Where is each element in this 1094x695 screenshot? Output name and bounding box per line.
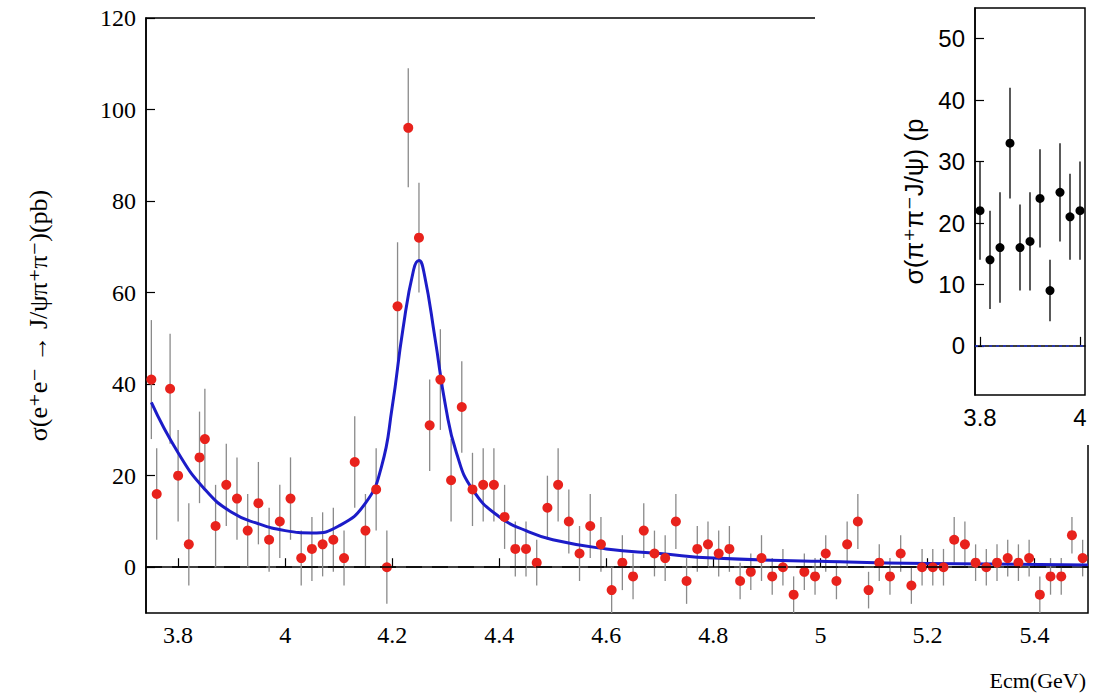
svg-text:4.6: 4.6 <box>591 622 621 648</box>
svg-text:4.2: 4.2 <box>377 622 407 648</box>
svg-text:20: 20 <box>938 210 965 237</box>
svg-text:5: 5 <box>814 622 826 648</box>
svg-text:4: 4 <box>279 622 291 648</box>
svg-text:5.2: 5.2 <box>912 622 942 648</box>
svg-text:40: 40 <box>112 371 136 397</box>
svg-text:40: 40 <box>938 87 965 114</box>
svg-text:0: 0 <box>124 554 136 580</box>
svg-text:5.4: 5.4 <box>1019 622 1049 648</box>
svg-text:σ(π⁺π⁻J/ψ) (p: σ(π⁺π⁻J/ψ) (p <box>899 119 929 285</box>
svg-text:100: 100 <box>100 97 136 123</box>
svg-text:σ(e⁺e⁻ → J/ψπ⁺π⁻)(pb): σ(e⁺e⁻ → J/ψπ⁺π⁻)(pb) <box>24 190 53 442</box>
svg-text:4.8: 4.8 <box>698 622 728 648</box>
svg-text:120: 120 <box>100 5 136 31</box>
svg-text:3.8: 3.8 <box>963 404 996 431</box>
svg-text:4.4: 4.4 <box>484 622 514 648</box>
svg-text:50: 50 <box>938 25 965 52</box>
svg-text:30: 30 <box>938 148 965 175</box>
svg-text:3.8: 3.8 <box>163 622 193 648</box>
svg-text:0: 0 <box>952 332 965 359</box>
svg-text:20: 20 <box>112 463 136 489</box>
svg-text:80: 80 <box>112 188 136 214</box>
svg-text:Ecm(GeV): Ecm(GeV) <box>989 668 1086 693</box>
svg-text:4: 4 <box>1073 404 1086 431</box>
svg-text:10: 10 <box>938 271 965 298</box>
svg-text:60: 60 <box>112 280 136 306</box>
